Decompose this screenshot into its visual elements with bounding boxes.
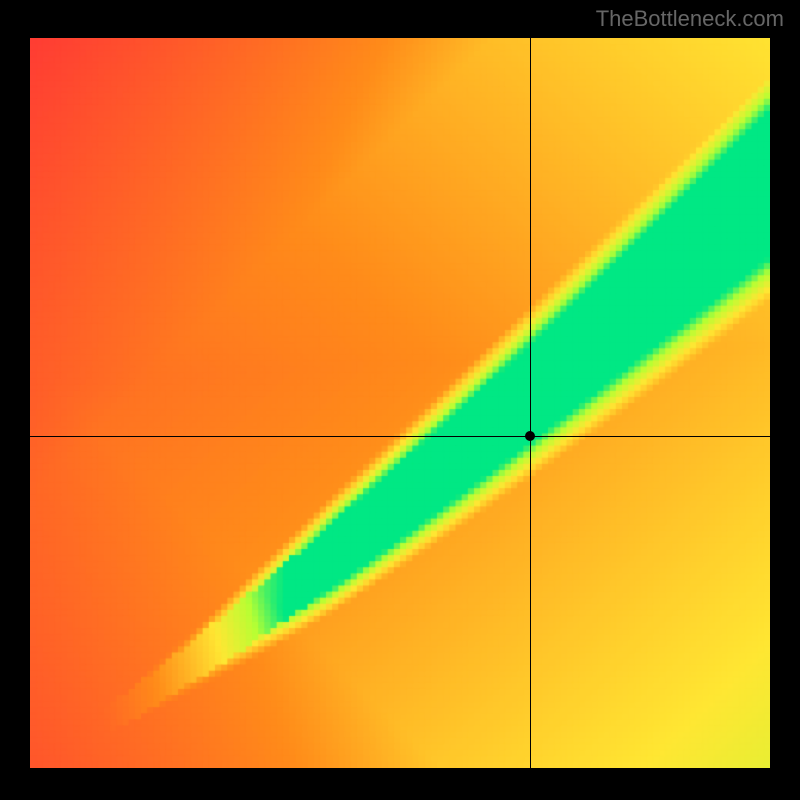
crosshair-vertical (530, 38, 531, 768)
crosshair-marker-dot (525, 431, 535, 441)
chart-container: TheBottleneck.com (0, 0, 800, 800)
watermark-text: TheBottleneck.com (596, 6, 784, 32)
heatmap-canvas (30, 38, 770, 768)
crosshair-horizontal (30, 436, 770, 437)
plot-frame (30, 38, 770, 768)
